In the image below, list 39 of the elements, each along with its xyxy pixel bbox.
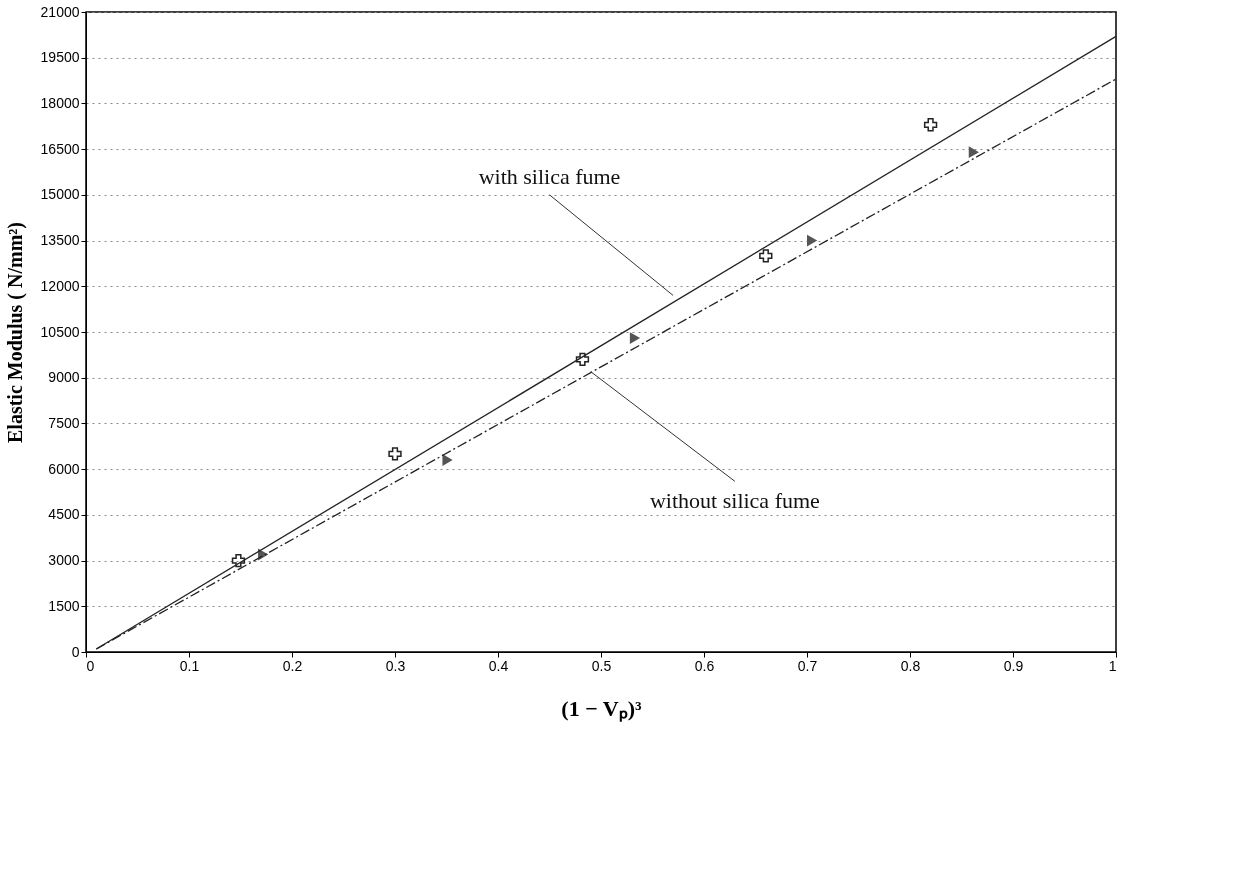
x-tick-label: 0.4 [488, 657, 509, 674]
x-tick-label: 0.8 [900, 657, 921, 674]
y-tick-label: 19500 [40, 49, 80, 66]
point [629, 332, 641, 345]
x-tick-label: 0 [86, 657, 95, 674]
point [807, 234, 818, 247]
y-tick-label: 7500 [48, 414, 80, 431]
x-tick-label: 0.1 [179, 657, 200, 674]
y-tick-label: 13500 [40, 232, 80, 249]
x-tick-label: 0.5 [591, 657, 612, 674]
y-tick-label: 10500 [40, 323, 80, 340]
y-tick-label: 1500 [48, 597, 80, 614]
y-tick-label: 4500 [48, 506, 80, 523]
annotation: with silica fume [478, 163, 621, 189]
point [231, 553, 246, 568]
x-tick-label: 0.3 [385, 657, 406, 674]
point [923, 118, 938, 132]
x-tick-label: 1 [1108, 657, 1117, 674]
y-tick-label: 0 [71, 643, 80, 660]
y-tick-label: 16500 [40, 140, 80, 157]
point [968, 146, 979, 159]
x-tick-label: 0.2 [282, 657, 303, 674]
y-tick-label: 6000 [48, 460, 80, 477]
point [575, 352, 590, 367]
y-tick-label: 18000 [40, 94, 80, 111]
y-tick-label: 15000 [40, 186, 80, 203]
point [388, 447, 402, 461]
x-tick-label: 0.7 [797, 657, 818, 674]
x-axis-title: (1 − Vₚ)³ [561, 695, 643, 722]
y-tick-label: 3000 [48, 552, 80, 569]
annotation: without silica fume [649, 488, 820, 514]
y-tick-label: 21000 [40, 3, 80, 20]
y-tick-label: 12000 [40, 277, 80, 294]
y-axis-title: Elastic Modulus ( N/mm²) [3, 222, 27, 443]
point [759, 249, 773, 263]
x-tick-label: 0.9 [1003, 657, 1024, 674]
x-tick-label: 0.6 [694, 657, 715, 674]
y-tick-label: 9000 [48, 369, 80, 386]
point [442, 454, 453, 466]
